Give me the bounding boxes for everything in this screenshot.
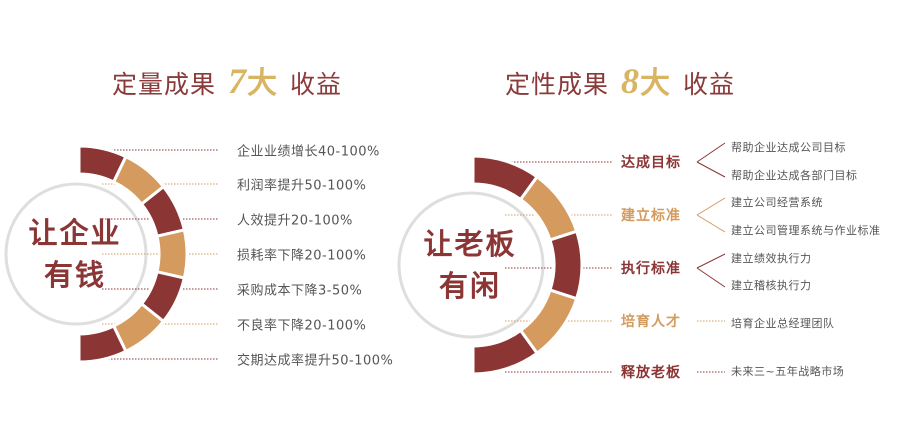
connector-line [696,197,726,216]
right-sub-item: 建立公司管理系统与作业标准 [731,224,881,237]
left-title: 定量成果 7大 收益 [112,58,342,102]
right-sub-item: 帮助企业达成各部门目标 [731,169,858,182]
left-title-suffix: 收益 [290,70,343,99]
right-heading: 执行标准 [621,261,681,277]
connector-line [696,214,726,233]
right-heading: 释放老板 [621,365,681,381]
left-item: 损耗率下降20-100% [237,248,367,264]
right-center-line1: 让老板 [423,227,517,261]
ring-segment [77,324,128,364]
connector-line [696,161,726,178]
ring-segment [471,328,540,376]
left-title-prefix: 定量成果 [112,70,217,99]
right-sub-item: 培育企业总经理团队 [731,317,835,330]
right-center-line2: 有闲 [438,269,501,303]
right-title-suffix: 收益 [683,70,736,99]
left-item: 采购成本下降3-50% [237,283,363,299]
left-item: 利润率提升50-100% [237,178,367,194]
left-item: 不良率下降20-100% [237,318,367,334]
right-title: 定性成果 8大 收益 [505,58,735,102]
right-sub-item: 建立绩效执行力 [731,252,812,265]
ring-segment [548,229,584,301]
left-item: 企业业绩增长40-100% [237,144,380,160]
right-inner-circle [397,191,545,339]
right-heading: 达成目标 [621,155,681,171]
right-title-number: 8大 [621,61,672,101]
left-center-line2: 有钱 [43,258,106,292]
right-title-prefix: 定性成果 [505,70,610,99]
connector-line [696,142,726,163]
left-item: 交期达成率提升50-100% [237,353,394,369]
right-sub-item: 建立公司经营系统 [731,196,823,209]
left-title-number: 7大 [228,61,279,101]
ring-segment [155,228,189,280]
right-sub-item: 帮助企业达成公司目标 [731,141,846,154]
right-heading: 培育人才 [621,314,681,330]
left-center-line1: 让企业 [28,216,122,250]
connector-line [696,267,726,288]
right-heading: 建立标准 [621,208,681,224]
left-center-label: 让企业 有钱 [5,212,145,296]
right-sub-item: 未来三~五年战略市场 [731,365,845,378]
right-center-label: 让老板 有闲 [400,223,540,307]
right-sub-item: 建立稽核执行力 [731,279,812,292]
connector-line [696,253,726,269]
left-item: 人效提升20-100% [237,213,353,229]
